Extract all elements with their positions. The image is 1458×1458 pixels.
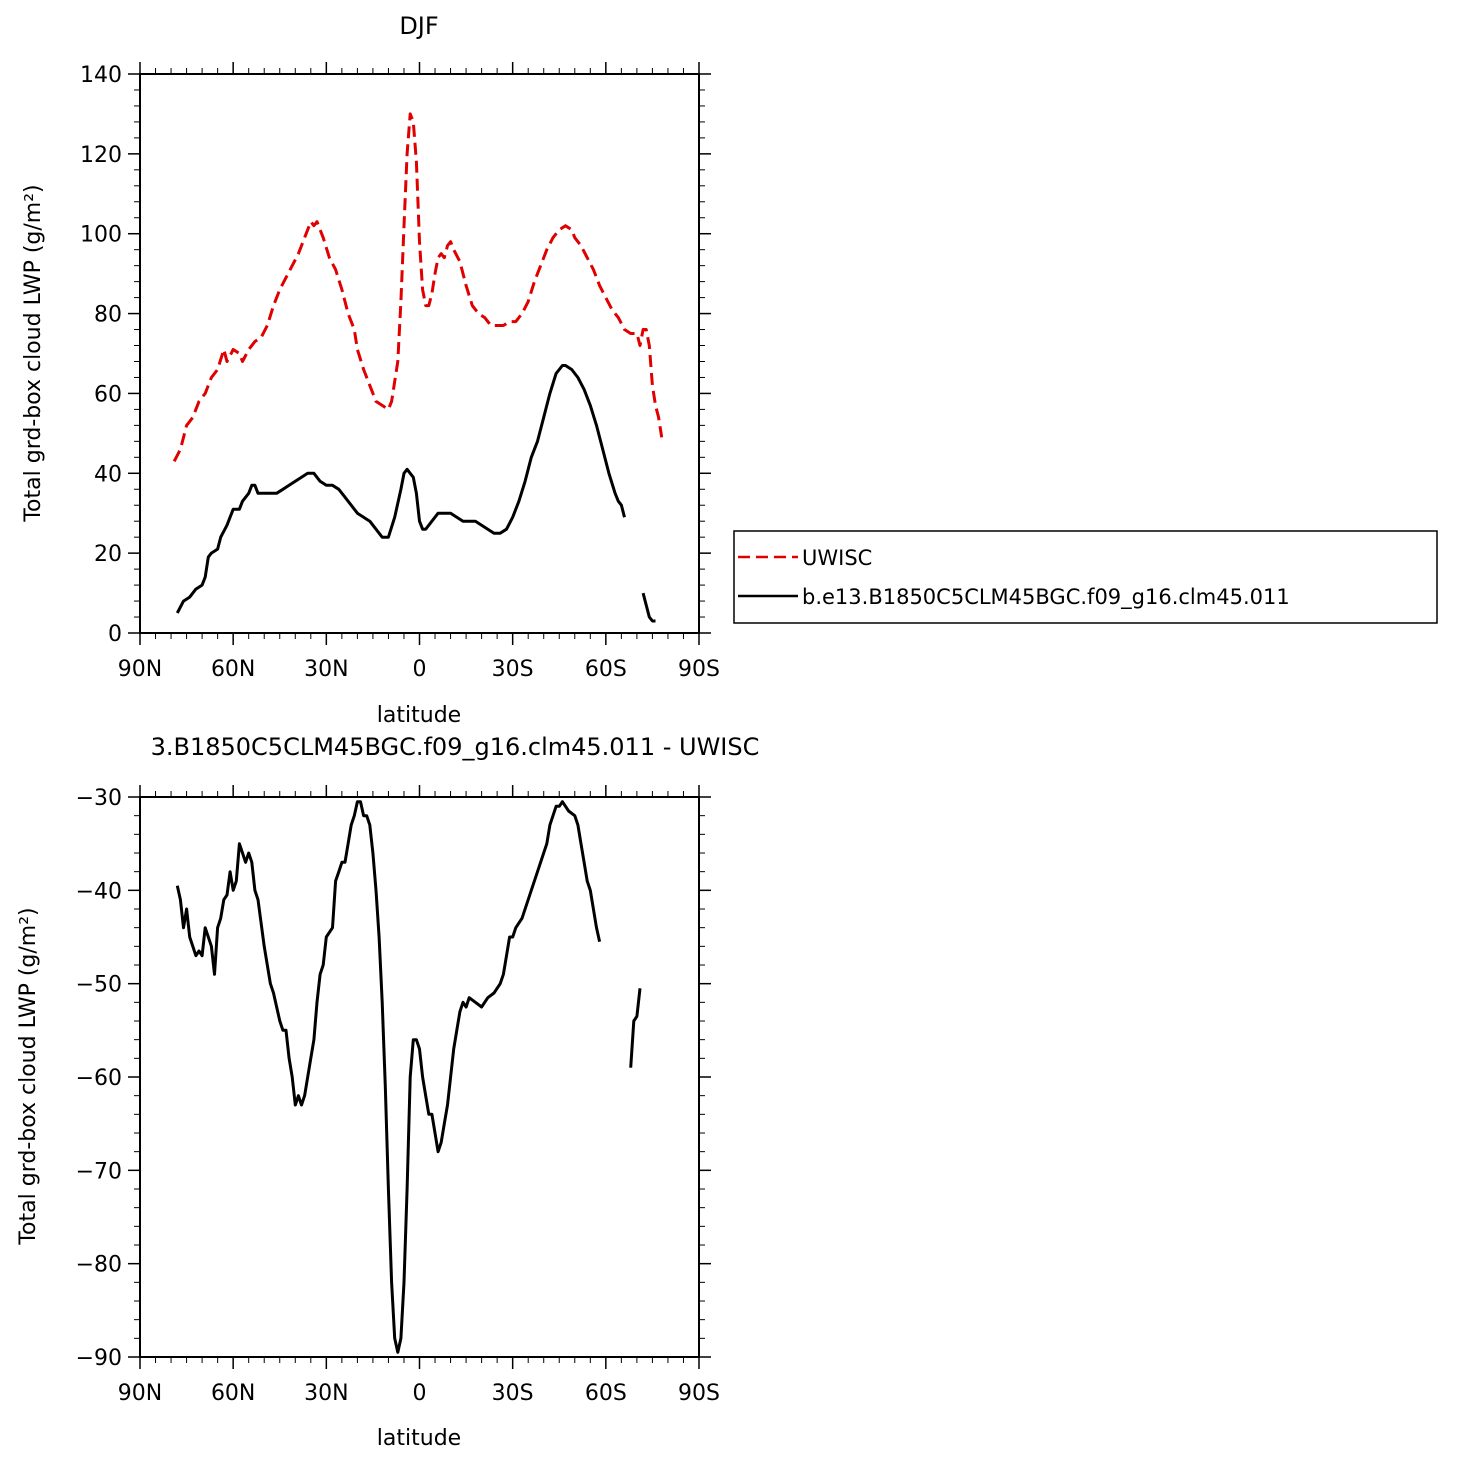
bottom-panel: 3.B1850C5CLM45BGC.f09_g16.clm45.011 - UW… — [16, 733, 759, 1451]
bottom-x-tick-label: 90S — [678, 1381, 720, 1406]
top-panel: DJF 0 20 40 60 80 100 120 140 90N 60N 30N 0 30S 60S 90… — [21, 12, 720, 728]
top-x-tick-label: 60S — [585, 657, 627, 682]
top-x-tick-label: 90S — [678, 657, 720, 682]
legend-label-uwisc: UWISC — [802, 546, 872, 570]
top-series-line-1 — [641, 592, 656, 623]
bottom-x-axis-label: latitude — [377, 1426, 461, 1451]
bottom-x-tick-label: 0 — [413, 1381, 427, 1406]
bottom-y-axis-label: Total grd-box cloud LWP (g/m²) — [16, 907, 41, 1245]
bottom-x-tick-label: 30N — [304, 1381, 348, 1406]
bottom-y-tick-label: −70 — [76, 1159, 122, 1184]
top-x-axis-label: latitude — [377, 703, 461, 728]
legend-box — [733, 530, 1438, 624]
bottom-x-tick-label: 60S — [585, 1381, 627, 1406]
bottom-x-tick-label: 60N — [211, 1381, 255, 1406]
top-x-tick-label: 60N — [211, 657, 255, 682]
bottom-plot-area: −90 −80 −70 −60 −50 −40 −30 90N 60N 30N 0 30S 60S 90S — [76, 785, 720, 1406]
legend: UWISC b.e13.B1850C5CLM45BGC.f09_g16.clm4… — [733, 530, 1438, 624]
bottom-y-tick-label: −90 — [76, 1346, 122, 1371]
bottom-y-tick-label: −50 — [76, 973, 122, 998]
bottom-series-line-0 — [629, 988, 642, 1068]
top-y-tick-label: 60 — [94, 382, 122, 407]
top-y-tick-label: 100 — [80, 223, 122, 248]
bottom-plot-frame — [139, 796, 700, 1358]
top-y-tick-label: 80 — [94, 303, 122, 328]
top-y-tick-label: 40 — [94, 462, 122, 487]
bottom-x-tick-label: 90N — [118, 1381, 162, 1406]
top-series-line-1 — [175, 364, 626, 614]
top-x-tick-label: 0 — [413, 657, 427, 682]
top-x-tick-label: 90N — [118, 657, 162, 682]
top-plot-area: 0 20 40 60 80 100 120 140 90N 60N 30N 0 30S 60S 90S — [80, 62, 720, 682]
top-y-tick-label: 120 — [80, 143, 122, 168]
top-x-tick-label: 30S — [492, 657, 534, 682]
top-y-tick-label: 0 — [108, 622, 122, 647]
top-y-axis-label: Total grd-box cloud LWP (g/m²) — [21, 184, 46, 522]
bottom-series-line-0 — [175, 800, 602, 1354]
legend-label-model: b.e13.B1850C5CLM45BGC.f09_g16.clm45.011 — [802, 585, 1290, 610]
bottom-y-tick-label: −30 — [76, 786, 122, 811]
top-x-tick-label: 30N — [304, 657, 348, 682]
bottom-chart-title: 3.B1850C5CLM45BGC.f09_g16.clm45.011 - UW… — [151, 733, 760, 761]
bottom-y-tick-label: −60 — [76, 1066, 122, 1091]
top-y-tick-label: 140 — [80, 63, 122, 88]
bottom-x-tick-label: 30S — [492, 1381, 534, 1406]
bottom-y-tick-label: −80 — [76, 1253, 122, 1278]
top-series-line-0 — [172, 112, 664, 462]
top-chart-title: DJF — [399, 12, 438, 40]
top-y-tick-label: 20 — [94, 542, 122, 567]
bottom-y-tick-label: −40 — [76, 879, 122, 904]
